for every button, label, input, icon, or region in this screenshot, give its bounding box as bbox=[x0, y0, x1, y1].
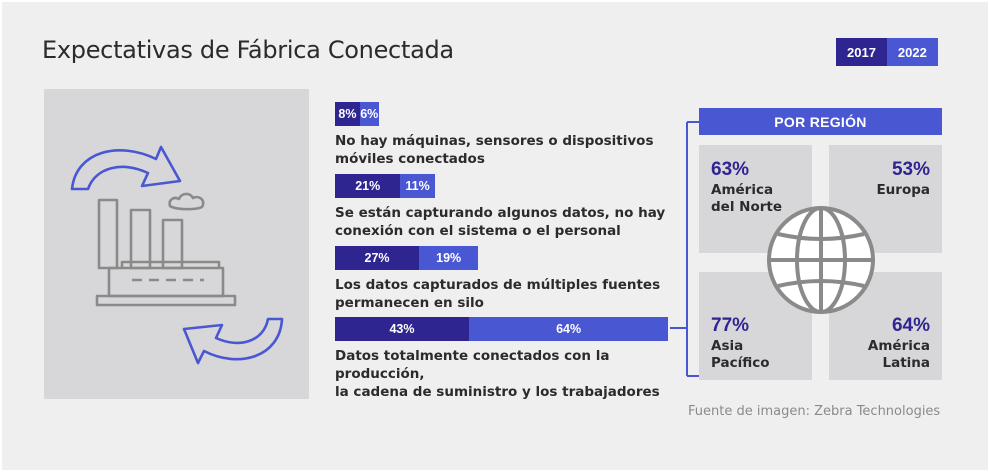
region-name-line: Europa bbox=[876, 182, 930, 198]
region-pct: 53% bbox=[891, 159, 930, 180]
bar-row: 43% 64% bbox=[335, 317, 669, 341]
region-name-line: del Norte bbox=[711, 199, 782, 215]
region-name-line: Latina bbox=[882, 355, 930, 371]
bar-segment-2017: 43% bbox=[335, 317, 469, 341]
bar-row: 21% 11% bbox=[335, 174, 435, 198]
category-label: Datos totalmente conectados con la produ… bbox=[335, 347, 680, 401]
category-label-line: Se están capturando algunos datos, no ha… bbox=[335, 205, 666, 221]
bar-row: 8% 6% bbox=[335, 102, 379, 126]
region-connector-bracket bbox=[670, 121, 700, 377]
region-name: América del Norte bbox=[711, 182, 782, 216]
globe-icon bbox=[767, 206, 875, 314]
category-label-line: móviles conectados bbox=[335, 151, 485, 167]
region-name-line: América bbox=[867, 338, 930, 354]
region-name: América Latina bbox=[868, 338, 930, 372]
region-name-line: América bbox=[711, 182, 774, 198]
region-pct: 77% bbox=[711, 315, 750, 336]
category-label-line: conexión con el sistema o el personal bbox=[335, 223, 621, 239]
bar-segment-2017: 21% bbox=[335, 174, 401, 198]
region-pct: 64% bbox=[891, 315, 930, 336]
category-label-line: No hay máquinas, sensores o dispositivos bbox=[335, 133, 654, 149]
bar-segment-2022: 64% bbox=[468, 317, 669, 341]
legend-2022: 2022 bbox=[886, 38, 938, 66]
page-title: Expectativas de Fábrica Conectada bbox=[42, 36, 454, 64]
factory-illustration-panel bbox=[44, 89, 309, 399]
bar-segment-2017: 8% bbox=[335, 102, 360, 126]
bar-segment-2022: 11% bbox=[400, 174, 435, 198]
bar-segment-2022: 19% bbox=[419, 246, 479, 270]
legend-2017: 2017 bbox=[836, 38, 887, 66]
category-label: No hay máquinas, sensores o dispositivos… bbox=[335, 132, 680, 168]
category-label: Se están capturando algunos datos, no ha… bbox=[335, 204, 680, 240]
image-source-credit: Fuente de imagen: Zebra Technologies bbox=[688, 404, 941, 419]
factory-with-cycle-arrows-icon bbox=[70, 145, 284, 365]
bar-segment-2022: 6% bbox=[359, 102, 379, 126]
category-label-line: permanecen en silo bbox=[335, 295, 484, 311]
bar-segment-2017: 27% bbox=[335, 246, 420, 270]
region-name: Europa bbox=[876, 182, 930, 199]
region-pct: 63% bbox=[711, 159, 750, 180]
bar-row: 27% 19% bbox=[335, 246, 479, 270]
region-name: Asia Pacífico bbox=[711, 338, 770, 372]
category-label-line: Los datos capturados de múltiples fuente… bbox=[335, 277, 661, 293]
region-header: POR REGIÓN bbox=[699, 108, 942, 135]
category-label-line: la cadena de suministro y los trabajador… bbox=[335, 384, 660, 400]
category-label: Los datos capturados de múltiples fuente… bbox=[335, 276, 680, 312]
region-name-line: Pacífico bbox=[711, 355, 770, 371]
region-cell-asia-pacific: 77% Asia Pacífico bbox=[699, 272, 812, 380]
chart-legend: 2017 2022 bbox=[836, 38, 938, 66]
category-label-line: Datos totalmente conectados con la produ… bbox=[335, 348, 610, 382]
region-name-line: Asia bbox=[711, 338, 744, 354]
